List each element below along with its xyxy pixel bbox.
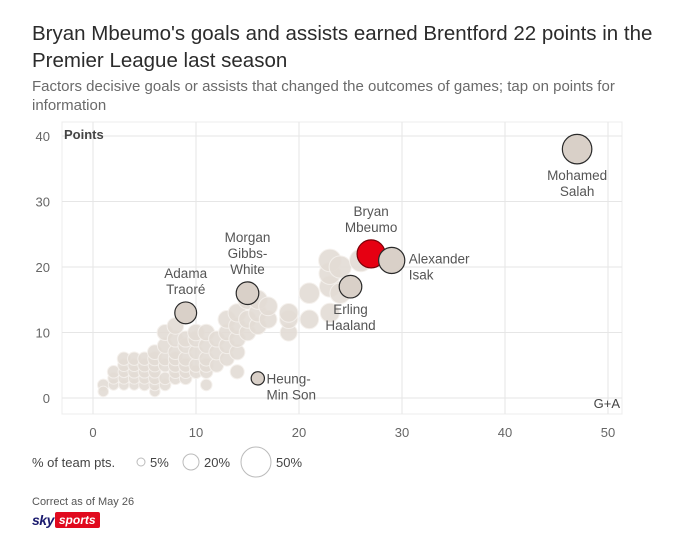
y-tick-label: 30 xyxy=(36,195,50,210)
scatter-chart: 0 10 20 30 40 50 0 10 20 30 40 Points G+A Mohamed Sal… xyxy=(32,121,623,478)
player-label-line: Gibbs- xyxy=(228,246,268,261)
x-tick-label: 40 xyxy=(498,425,512,440)
x-tick-label: 10 xyxy=(189,425,203,440)
player-label-line: Morgan xyxy=(225,230,271,245)
player-label: Erling Haaland xyxy=(325,302,375,333)
size-legend-label: 5% xyxy=(150,455,169,470)
data-point[interactable] xyxy=(298,282,321,304)
data-point[interactable] xyxy=(97,385,110,398)
size-legend-circle xyxy=(240,446,272,478)
data-point[interactable] xyxy=(200,378,213,392)
data-point[interactable] xyxy=(299,309,320,330)
player-label-line: Mohamed xyxy=(547,168,607,183)
player-point[interactable] xyxy=(235,281,260,306)
x-axis-title: G+A xyxy=(594,396,621,411)
x-tick-label: 0 xyxy=(89,425,96,440)
plot-frame xyxy=(61,121,623,415)
player-label: Heung-Min Son xyxy=(266,371,316,402)
player-label-line: White xyxy=(230,262,265,277)
size-legend: % of team pts. 5% 20% 50% xyxy=(32,446,302,478)
data-point[interactable] xyxy=(258,296,278,317)
y-axis-title: Points xyxy=(64,127,104,142)
logo-sky-text: sky xyxy=(32,512,54,528)
sky-sports-logo: sky sports xyxy=(32,512,100,528)
data-point[interactable] xyxy=(319,302,340,323)
player-label-line: Heung- xyxy=(266,371,310,386)
logo-sports-text: sports xyxy=(54,512,100,528)
player-label: Bryan Mbeumo xyxy=(345,204,398,235)
player-label-line: Min Son xyxy=(266,387,316,402)
player-label-line: Bryan xyxy=(353,204,388,219)
player-label: Mohamed Salah xyxy=(547,168,607,199)
labeled-points: Mohamed Salah Bryan Mbeumo Alexander Isak Erli… xyxy=(164,133,607,402)
player-point[interactable] xyxy=(250,371,266,386)
y-tick-label: 20 xyxy=(36,260,50,275)
chart-subtitle: Factors decisive goals or assists that c… xyxy=(32,78,615,114)
player-label-line: Erling xyxy=(333,302,368,317)
data-point[interactable] xyxy=(328,255,352,279)
player-label: Adama Traoré xyxy=(164,266,207,297)
player-label-line: Adama xyxy=(164,266,207,281)
size-legend-circle xyxy=(136,457,146,467)
player-point[interactable] xyxy=(338,274,363,299)
x-tick-label: 30 xyxy=(395,425,409,440)
size-legend-circle xyxy=(182,453,200,471)
size-legend-label: 50% xyxy=(276,455,302,470)
axes: 0 10 20 30 40 50 0 10 20 30 40 Points G+A xyxy=(36,127,621,440)
chart-title: Bryan Mbeumo's goals and assists earned … xyxy=(32,22,653,72)
player-label: Morgan Gibbs-White xyxy=(225,230,271,277)
player-label: Alexander Isak xyxy=(409,251,470,282)
player-point[interactable] xyxy=(378,246,406,275)
player-label-line: Isak xyxy=(409,267,434,282)
y-tick-label: 40 xyxy=(36,129,50,144)
y-tick-label: 10 xyxy=(36,326,50,341)
y-tick-label: 0 xyxy=(43,391,50,406)
player-label-line: Traoré xyxy=(166,282,205,297)
data-point[interactable] xyxy=(229,364,245,380)
size-legend-label: 20% xyxy=(204,455,230,470)
player-label-line: Alexander xyxy=(409,251,470,266)
player-point[interactable] xyxy=(174,301,198,325)
player-label-line: Haaland xyxy=(325,318,375,333)
player-label-line: Mbeumo xyxy=(345,220,398,235)
x-tick-label: 20 xyxy=(292,425,306,440)
size-legend-title: % of team pts. xyxy=(32,455,115,470)
data-point[interactable] xyxy=(278,302,299,323)
player-label-line: Salah xyxy=(560,184,595,199)
player-point[interactable] xyxy=(561,133,593,165)
correct-as-of-note: Correct as of May 26 xyxy=(32,496,135,508)
x-tick-label: 50 xyxy=(601,425,615,440)
